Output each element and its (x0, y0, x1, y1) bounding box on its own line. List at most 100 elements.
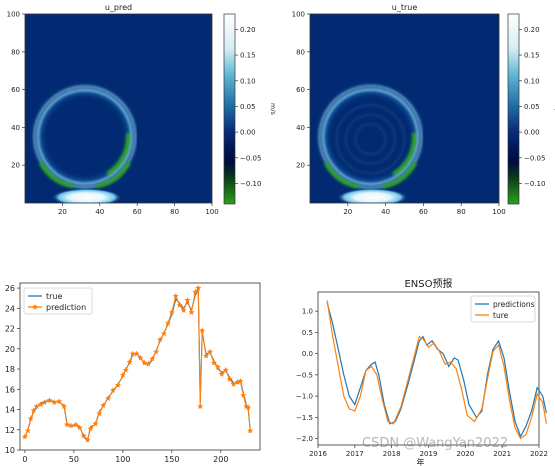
colorbar-tick-label-1: 0.15 (524, 52, 540, 60)
prediction-point-36 (164, 320, 171, 327)
y-tick-label-5: 20 (5, 345, 15, 354)
prediction-point-12 (67, 422, 74, 429)
prediction-point-30 (141, 359, 148, 366)
prediction-point-9 (56, 398, 63, 405)
heatmap-frame (24, 13, 213, 204)
ripple-ring-2 (354, 123, 387, 156)
price-line-chart: 0 50 100 150 200 10 12 14 16 18 20 22 24 26 true predic… (5, 282, 261, 464)
prediction-point-2 (27, 415, 34, 422)
heatmap-field (33, 85, 137, 203)
ring-outer-band (33, 85, 136, 188)
ring-negative-band (39, 91, 131, 183)
colorbar (223, 13, 236, 205)
x-tick-label-2: 2018 (383, 450, 401, 458)
prediction-point-57 (240, 392, 247, 398)
prediction-point-15 (80, 432, 87, 439)
colorbar-tick-label-1: 0.15 (240, 52, 256, 60)
prediction-point-27 (129, 350, 136, 357)
prediction-point-0 (21, 433, 28, 440)
ring-positive-band (36, 89, 133, 185)
hot-spot (336, 188, 408, 203)
prediction-point-44 (195, 284, 202, 291)
series-line-ture (326, 300, 547, 440)
prediction-point-54 (230, 381, 237, 387)
prediction-point-52 (222, 366, 229, 373)
legend-label-prediction: prediction (46, 303, 86, 312)
colorbar-tick-label-5: −0.05 (240, 154, 261, 162)
negative-lobe-right (381, 161, 418, 189)
y-tick-label-0: 1.0 (302, 308, 313, 316)
x-tick-label-1: 40 (381, 208, 390, 216)
colorbar-tick-label-5: −0.05 (524, 154, 545, 162)
prediction-point-49 (210, 359, 217, 366)
negative-lobe-right (96, 161, 132, 188)
prediction-point-5 (37, 401, 44, 408)
prediction-point-59 (245, 404, 252, 411)
prediction-point-25 (122, 366, 129, 373)
prediction-point-50 (214, 363, 221, 370)
legend-marker-prediction (31, 303, 39, 310)
x-tick-label-0: 20 (58, 208, 67, 216)
y-tick-label-2: 60 (11, 86, 20, 94)
x-tick-label-2: 60 (419, 208, 428, 216)
x-tick-label-0: 0 (22, 455, 27, 464)
prediction-point-47 (203, 352, 210, 359)
x-tick-label-1: 2017 (346, 450, 364, 458)
colorbar-tick-label-2: 0.10 (240, 77, 256, 85)
colorbar-tick-label-6: −0.10 (524, 180, 545, 188)
heatmap-frame (309, 13, 500, 204)
legend-label-ture: ture (493, 311, 509, 320)
x-tick-label-3: 80 (170, 208, 179, 216)
prediction-point-3 (30, 407, 37, 414)
prediction-point-56 (237, 377, 244, 384)
prediction-point-51 (218, 370, 225, 377)
y-tick-label-1: 40 (11, 124, 20, 132)
y-tick-label-2: 14 (5, 406, 15, 415)
y-tick-label-4: 100 (292, 11, 305, 19)
prediction-point-37 (168, 309, 175, 315)
y-tick-label-3: −0.5 (296, 371, 313, 379)
x-tick-label-4: 100 (205, 208, 218, 216)
prediction-point-22 (110, 387, 117, 393)
y-tick-label-1: 12 (5, 426, 15, 435)
prediction-point-14 (76, 424, 83, 431)
x-tick-label-1: 40 (95, 208, 104, 216)
prediction-point-17 (87, 425, 94, 432)
prediction-point-60 (247, 427, 254, 434)
y-tick-label-0: 10 (5, 446, 15, 455)
prediction-point-16 (84, 436, 91, 443)
y-tick-label-7: 24 (5, 304, 15, 313)
heatmap-title: u_true (392, 3, 418, 12)
u-pred-heatmap: u_pred 20 40 60 80 100 20 40 60 80 100 0.20 0.15 0.10… (7, 3, 277, 216)
heatmap-title: u_pred (105, 3, 132, 12)
prediction-point-31 (145, 360, 152, 367)
hot-spot (51, 188, 122, 203)
prediction-point-20 (100, 402, 107, 409)
ring-positive-band (322, 88, 419, 186)
x-tick-label-2: 60 (133, 208, 142, 216)
y-tick-label-2: 0.0 (302, 350, 313, 358)
y-tick-label-3: 80 (11, 48, 20, 56)
x-tick-label-6: 2022 (530, 450, 548, 458)
colorbar-tick-label-2: 0.10 (524, 77, 540, 85)
prediction-point-26 (126, 358, 133, 365)
x-tick-label-1: 50 (69, 455, 79, 464)
y-tick-label-3: 80 (296, 48, 305, 56)
y-tick-label-6: −2.0 (296, 435, 313, 443)
ripple-ring-0 (335, 104, 406, 175)
colorbar-label: m/s (553, 103, 555, 116)
prediction-point-38 (172, 292, 179, 299)
prediction-point-8 (51, 399, 58, 406)
prediction-point-39 (176, 302, 183, 308)
prediction-point-28 (133, 350, 140, 357)
prediction-point-11 (63, 421, 71, 428)
x-axis-label: 年 (417, 457, 425, 466)
prediction-point-29 (137, 354, 144, 361)
y-tick-label-1: 0.5 (302, 329, 313, 337)
y-tick-label-4: 18 (5, 365, 15, 374)
prediction-point-10 (61, 403, 68, 410)
prediction-point-35 (160, 330, 168, 337)
chart-title: ENSO预报 (404, 277, 452, 290)
watermark: CSDN @WangYan2022 (362, 436, 509, 451)
